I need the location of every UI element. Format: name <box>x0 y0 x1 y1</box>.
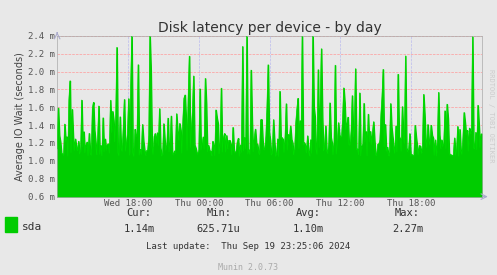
Text: Max:: Max: <box>395 208 420 218</box>
Text: 1.14m: 1.14m <box>124 224 155 234</box>
Title: Disk latency per device - by day: Disk latency per device - by day <box>158 21 382 35</box>
Text: 2.27m: 2.27m <box>392 224 423 234</box>
Text: Last update:  Thu Sep 19 23:25:06 2024: Last update: Thu Sep 19 23:25:06 2024 <box>147 242 350 251</box>
Text: RRDTOOL / TOBI OETIKER: RRDTOOL / TOBI OETIKER <box>488 69 494 162</box>
Text: Cur:: Cur: <box>127 208 152 218</box>
Text: sda: sda <box>22 222 43 232</box>
Text: 625.71u: 625.71u <box>197 224 241 234</box>
Text: 1.10m: 1.10m <box>293 224 324 234</box>
Text: Munin 2.0.73: Munin 2.0.73 <box>219 263 278 271</box>
Text: Avg:: Avg: <box>296 208 321 218</box>
Y-axis label: Average IO Wait (seconds): Average IO Wait (seconds) <box>15 52 25 181</box>
Text: Min:: Min: <box>206 208 231 218</box>
